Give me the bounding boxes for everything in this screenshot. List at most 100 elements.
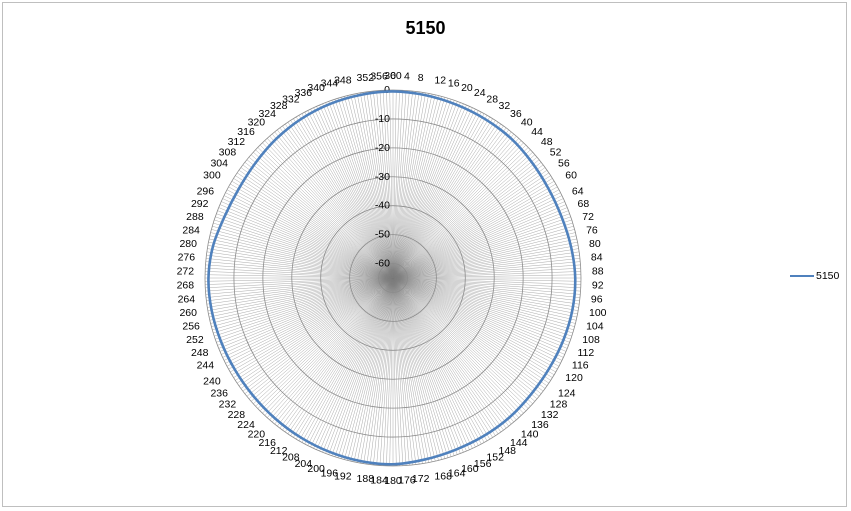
angle-tick-label: 76	[586, 224, 598, 236]
spoke-line	[392, 277, 433, 462]
spoke-line	[350, 94, 394, 279]
angle-tick-label: 240	[203, 376, 221, 388]
spoke-line	[231, 277, 394, 376]
spoke-line	[392, 235, 577, 279]
spoke-line	[221, 201, 394, 279]
spoke-line	[392, 229, 575, 279]
angle-tick-label: 244	[197, 360, 215, 372]
spoke-line	[392, 277, 569, 346]
spoke-line	[392, 251, 580, 279]
spoke-line	[392, 129, 509, 279]
angle-tick-label: 208	[282, 452, 300, 464]
spoke-line	[392, 254, 580, 279]
angle-tick-label: 84	[591, 252, 603, 264]
spoke-line	[206, 277, 394, 302]
spoke-line	[344, 96, 394, 279]
radial-tick-label: -50	[375, 229, 390, 241]
spoke-line	[392, 277, 499, 434]
spoke-line	[392, 198, 564, 279]
spoke-line	[313, 107, 394, 279]
angle-tick-label: 28	[486, 93, 498, 105]
spoke-line	[392, 107, 473, 279]
spoke-line	[392, 277, 579, 308]
spoke-line	[392, 261, 581, 279]
spoke-line	[392, 216, 571, 279]
spoke-line	[211, 229, 394, 279]
angle-tick-label: 340	[307, 82, 325, 94]
angle-tick-label: 168	[434, 471, 452, 483]
spoke-line	[207, 245, 394, 279]
spoke-line	[206, 277, 394, 298]
spoke-line	[218, 277, 394, 349]
spoke-line	[392, 111, 482, 279]
spoke-line	[237, 172, 394, 279]
spoke-line	[379, 90, 394, 279]
spoke-line	[290, 120, 394, 279]
spoke-line	[271, 133, 394, 279]
spoke-line	[250, 277, 394, 402]
angle-tick-label: 136	[531, 419, 549, 431]
spoke-line	[392, 277, 531, 407]
spoke-line	[298, 115, 394, 279]
angle-tick-label: 184	[370, 475, 388, 487]
spoke-line	[259, 277, 394, 412]
spoke-line	[392, 91, 413, 279]
spoke-line	[206, 258, 394, 279]
angle-tick-label: 268	[177, 279, 195, 291]
spoke-line	[389, 90, 394, 279]
angle-tick-label: 248	[191, 347, 209, 359]
spoke-line	[246, 277, 394, 397]
spoke-line	[392, 277, 538, 400]
angle-tick-label: 328	[270, 100, 288, 112]
spoke-line	[331, 277, 394, 456]
spoke-line	[392, 277, 561, 364]
spoke-line	[389, 277, 394, 466]
spoke-line	[269, 135, 394, 279]
spoke-line	[392, 116, 491, 279]
spoke-line	[392, 138, 519, 279]
angle-tick-label: 228	[228, 409, 246, 421]
angle-tick-label: 232	[219, 399, 237, 411]
spoke-line	[392, 277, 507, 429]
spoke-line	[350, 277, 394, 462]
spoke-line	[219, 204, 394, 279]
spoke-line	[307, 110, 394, 279]
spoke-line	[392, 110, 479, 279]
spoke-line	[257, 277, 394, 409]
spoke-line	[282, 125, 394, 279]
spoke-line	[392, 144, 527, 279]
angle-tick-label: 156	[474, 458, 492, 470]
spoke-line	[228, 277, 394, 370]
spoke-line	[392, 232, 576, 279]
spoke-line	[392, 98, 449, 279]
spoke-line	[205, 261, 394, 279]
spoke-line	[205, 271, 394, 279]
spoke-line	[392, 90, 407, 279]
spoke-line	[392, 277, 467, 452]
spoke-line	[392, 277, 571, 340]
spoke-line	[392, 219, 572, 279]
spoke-line	[325, 102, 394, 279]
spoke-line	[279, 277, 394, 429]
angle-tick-label: 336	[295, 87, 313, 99]
spoke-line	[215, 277, 394, 340]
spoke-line	[392, 94, 436, 279]
spoke-line	[392, 277, 504, 431]
spoke-line	[392, 277, 512, 425]
angle-tick-label: 324	[258, 108, 276, 120]
spoke-line	[392, 277, 546, 389]
spoke-line	[392, 164, 544, 279]
spoke-line	[392, 277, 558, 370]
radial-tick-label: -30	[375, 171, 390, 183]
spoke-line	[226, 277, 394, 367]
angle-tick-label: 152	[486, 452, 504, 464]
spoke-line	[392, 127, 507, 279]
spoke-line	[208, 277, 394, 315]
spoke-line	[213, 277, 394, 334]
angle-tick-label: 88	[592, 266, 604, 278]
spoke-line	[392, 277, 578, 315]
spoke-line	[392, 189, 560, 279]
spoke-line	[392, 277, 439, 461]
spoke-line	[392, 277, 579, 311]
